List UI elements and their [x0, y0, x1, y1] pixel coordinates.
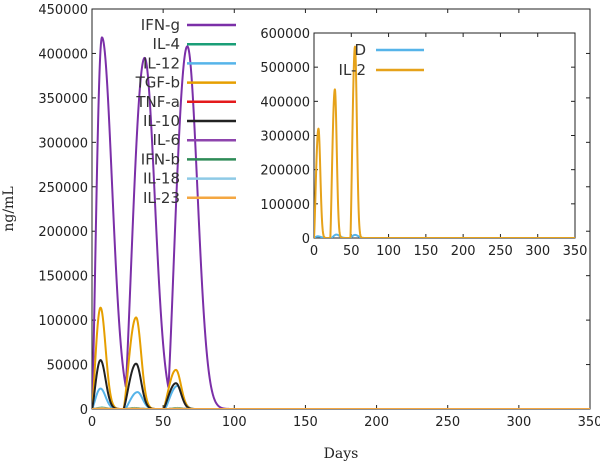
main-series-line-tgf-b	[92, 306, 590, 409]
main-x-tick-label: 50	[155, 415, 172, 430]
main-x-tick-label: 350	[578, 415, 600, 430]
main-y-axis-label: ng/mL	[1, 186, 17, 231]
inset-x-tick-label: 50	[343, 244, 360, 259]
inset-x-tick-label: 350	[563, 244, 588, 259]
inset-series-group	[314, 45, 575, 238]
main-chart: 0 50 100 150 200 250 300 350 0 50000 100000 150000 2…	[1, 3, 600, 462]
inset-series-line-il-2	[314, 45, 575, 238]
main-series-line-ifn-g	[92, 36, 590, 409]
inset-y-tick-label: 0	[302, 232, 310, 247]
main-x-tick-label: 300	[506, 415, 531, 430]
inset-x-tick-label: 300	[525, 244, 550, 259]
inset-y-tick-label: 500000	[260, 61, 310, 76]
main-x-tick-label: 0	[88, 415, 96, 430]
main-y-tick-label: 400000	[38, 47, 88, 62]
main-y-tick-label: 300000	[38, 136, 88, 151]
main-x-tick-label: 150	[293, 415, 318, 430]
main-legend-label-il-4: IL-4	[153, 35, 180, 53]
main-y-tick-label: 50000	[47, 359, 88, 374]
inset-legend: D IL-2	[339, 41, 424, 79]
main-series-line-il-12	[92, 384, 590, 409]
inset-series-line-d	[314, 233, 575, 238]
inset-x-tick-label: 250	[488, 244, 513, 259]
main-y-tick-label: 250000	[38, 181, 88, 196]
main-legend-label-il-12: IL-12	[143, 54, 180, 72]
main-legend-label-il-23: IL-23	[143, 189, 180, 207]
main-x-axis-label: Days	[324, 446, 359, 462]
main-y-tick-label: 450000	[38, 3, 88, 18]
inset-y-tick-label: 100000	[260, 198, 310, 213]
main-x-tick-label: 250	[435, 415, 460, 430]
inset-x-tick-label: 100	[376, 244, 401, 259]
inset-x-tick-label: 200	[451, 244, 476, 259]
main-legend-label-il-10: IL-10	[143, 112, 180, 130]
inset-x-tick-label: 150	[413, 244, 438, 259]
main-legend-label-ifn-b: IFN-b	[141, 150, 180, 168]
main-legend-label-il-18: IL-18	[143, 170, 180, 188]
inset-chart: 0 50 100 150 200 250 300 350 0 100000 200000 300000…	[260, 27, 587, 259]
inset-y-tick-label: 200000	[260, 164, 310, 179]
main-series-line-il-23	[92, 407, 590, 409]
inset-y-tick-label: 300000	[260, 130, 310, 145]
main-legend-label-ifn-g: IFN-g	[141, 16, 180, 34]
main-legend-label-il-6: IL-6	[153, 131, 180, 149]
inset-y-tick-label: 600000	[260, 27, 310, 42]
main-legend-label-tgf-b: TGF-b	[135, 74, 180, 92]
inset-legend-label-d: D	[354, 41, 366, 59]
main-series-line-il-10	[92, 359, 590, 409]
main-y-tick-label: 200000	[38, 225, 88, 240]
main-x-tick-label: 100	[222, 415, 247, 430]
main-legend-label-tnf-a: TNF-a	[135, 93, 180, 111]
main-x-tick-label: 200	[364, 415, 389, 430]
main-y-tick-label: 0	[80, 403, 88, 418]
main-y-tick-label: 350000	[38, 92, 88, 107]
inset-y-tick-label: 400000	[260, 95, 310, 110]
inset-legend-label-il-2: IL-2	[339, 61, 366, 79]
main-series-group	[92, 36, 590, 409]
main-y-tick-label: 150000	[38, 270, 88, 285]
inset-x-tick-label: 0	[310, 244, 318, 259]
main-y-tick-label: 100000	[38, 314, 88, 329]
